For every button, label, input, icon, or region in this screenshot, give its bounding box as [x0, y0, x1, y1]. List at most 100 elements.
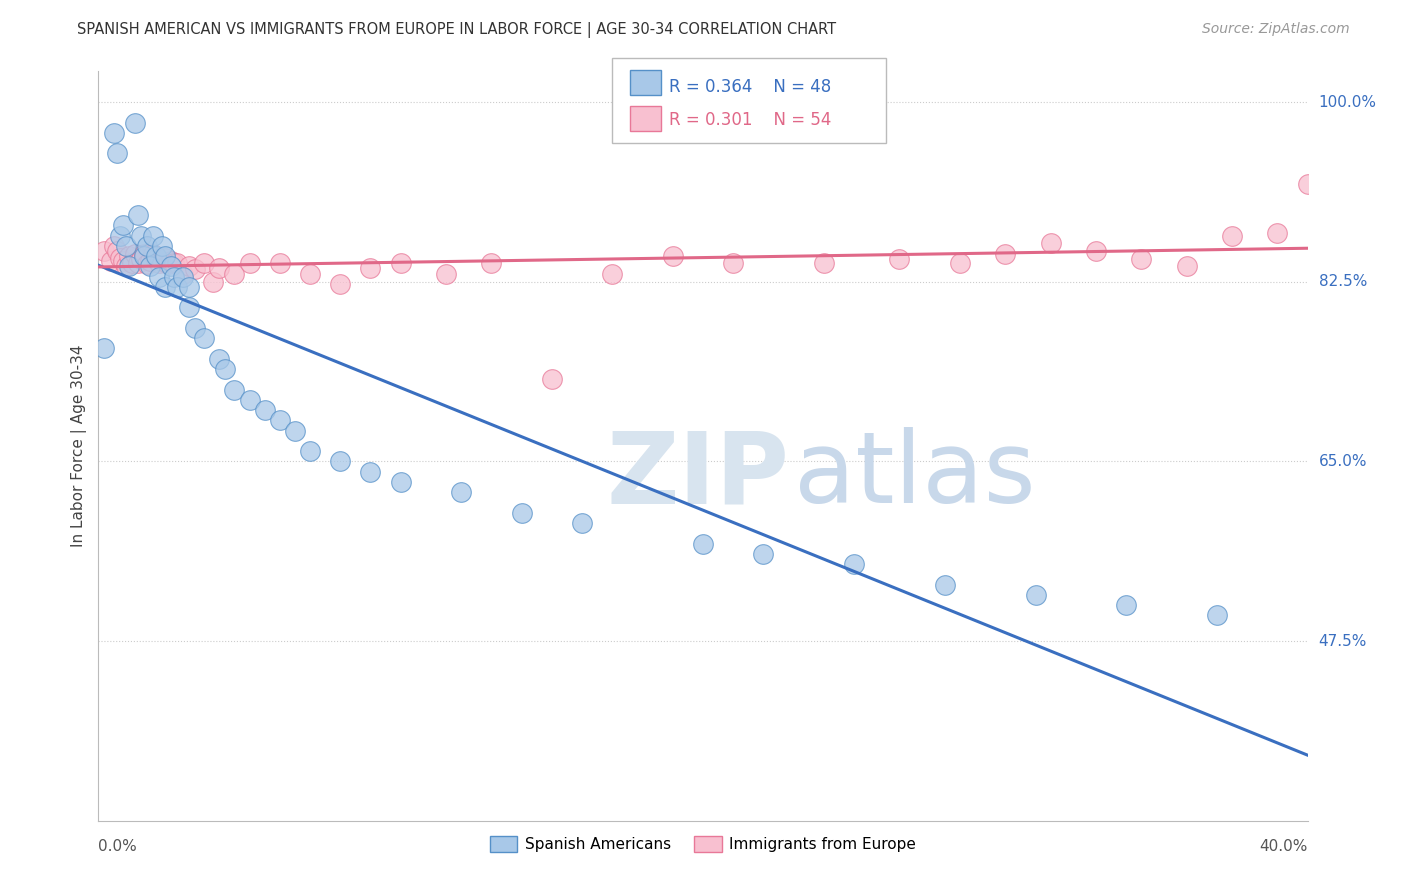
Point [184, 262, 207, 277]
Point [224, 383, 246, 397]
Point [202, 275, 225, 289]
Point [150, 239, 173, 253]
Text: atlas: atlas [793, 427, 1035, 524]
Point [1024, 588, 1046, 602]
Point [160, 260, 183, 274]
Point [139, 254, 162, 268]
Point [114, 239, 136, 253]
Point [1267, 226, 1289, 240]
Point [153, 251, 176, 265]
Point [214, 362, 236, 376]
Point [1296, 178, 1319, 192]
Point [114, 260, 136, 274]
Text: 82.5%: 82.5% [1319, 274, 1367, 289]
Text: 40.0%: 40.0% [1260, 839, 1308, 855]
Point [148, 256, 170, 270]
Point [145, 252, 167, 267]
Point [129, 252, 152, 267]
Point [118, 260, 141, 274]
Text: 65.0%: 65.0% [1319, 454, 1367, 469]
Point [889, 252, 911, 267]
Text: SPANISH AMERICAN VS IMMIGRANTS FROM EUROPE IN LABOR FORCE | AGE 30-34 CORRELATIO: SPANISH AMERICAN VS IMMIGRANTS FROM EURO… [77, 22, 837, 38]
Point [752, 547, 775, 561]
Point [208, 261, 231, 276]
Point [148, 269, 170, 284]
Point [156, 257, 179, 271]
Point [111, 219, 134, 233]
Text: 100.0%: 100.0% [1319, 95, 1376, 110]
Point [179, 280, 201, 294]
Point [121, 256, 143, 270]
Point [132, 249, 155, 263]
Legend: Spanish Americans, Immigrants from Europe: Spanish Americans, Immigrants from Europ… [484, 830, 922, 858]
Point [1085, 244, 1108, 258]
Point [1039, 235, 1062, 250]
Point [239, 392, 262, 407]
Point [360, 465, 382, 479]
Point [127, 208, 149, 222]
Point [132, 247, 155, 261]
Point [389, 475, 412, 489]
Point [193, 256, 215, 270]
Text: ZIP: ZIP [606, 427, 789, 524]
Point [153, 249, 176, 263]
Point [179, 260, 201, 274]
Text: 47.5%: 47.5% [1319, 633, 1367, 648]
Point [153, 280, 176, 294]
Point [135, 239, 157, 253]
Point [434, 267, 457, 281]
Point [145, 249, 167, 263]
Point [510, 506, 533, 520]
Point [184, 321, 207, 335]
Point [253, 403, 276, 417]
Point [692, 536, 714, 550]
Point [100, 254, 122, 268]
Point [389, 256, 412, 270]
Point [93, 342, 115, 356]
Point [166, 256, 188, 270]
Point [111, 254, 134, 268]
Point [124, 116, 146, 130]
Point [602, 267, 624, 281]
Point [172, 267, 194, 281]
Point [172, 269, 194, 284]
Point [93, 244, 115, 258]
Point [224, 267, 246, 281]
Point [1175, 260, 1198, 274]
Point [934, 577, 956, 591]
Point [661, 249, 683, 263]
Point [813, 256, 835, 270]
Point [160, 254, 183, 268]
Point [571, 516, 593, 530]
Point [360, 261, 382, 276]
Point [450, 485, 472, 500]
Text: 0.0%: 0.0% [98, 839, 138, 855]
Text: R = 0.301    N = 54: R = 0.301 N = 54 [669, 111, 831, 128]
Point [329, 454, 352, 468]
Point [139, 260, 162, 274]
Point [108, 251, 131, 265]
Point [135, 257, 157, 271]
Point [239, 256, 262, 270]
Point [150, 254, 173, 268]
Point [179, 301, 201, 315]
Point [949, 256, 972, 270]
Point [269, 256, 291, 270]
Point [108, 228, 131, 243]
Point [193, 331, 215, 345]
Text: R = 0.364    N = 48: R = 0.364 N = 48 [669, 78, 831, 96]
Point [208, 351, 231, 366]
Point [844, 557, 866, 571]
Point [142, 228, 165, 243]
Point [166, 280, 188, 294]
Point [124, 247, 146, 261]
Point [329, 277, 352, 291]
Point [1115, 598, 1137, 612]
Y-axis label: In Labor Force | Age 30-34: In Labor Force | Age 30-34 [72, 344, 87, 548]
Point [994, 247, 1017, 261]
Point [299, 444, 322, 458]
Point [481, 256, 503, 270]
Text: Source: ZipAtlas.com: Source: ZipAtlas.com [1202, 22, 1350, 37]
Point [118, 249, 141, 263]
Point [1206, 608, 1229, 623]
